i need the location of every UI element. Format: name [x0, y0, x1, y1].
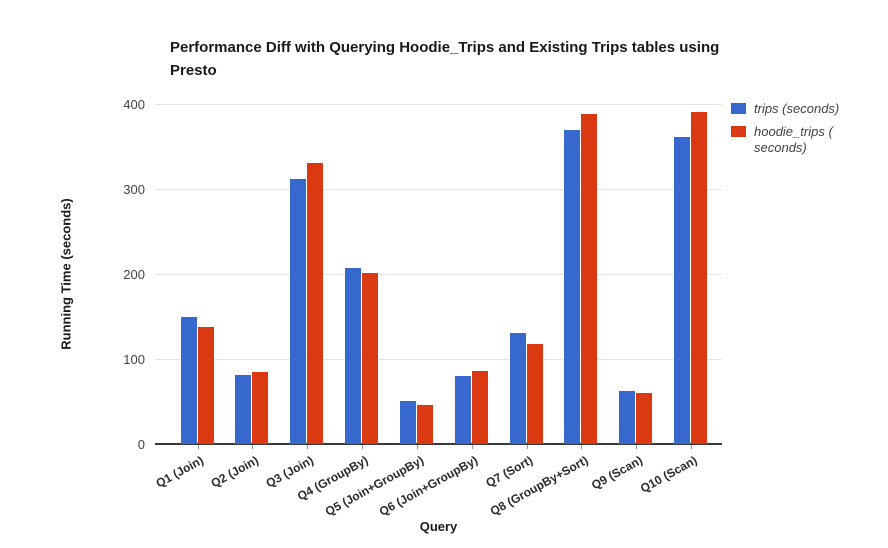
x-axis-line: [155, 443, 722, 445]
y-tick-label-100: 100: [123, 352, 145, 367]
gridline-100: [155, 358, 722, 360]
axis-tick-q6: [471, 445, 473, 449]
axis-tick-q5: [416, 445, 418, 449]
axis-tick-q10: [691, 445, 693, 449]
bar-hoodie_trips-q4[interactable]: [362, 273, 379, 444]
axis-tick-q1: [197, 445, 199, 449]
bar-trips-q10[interactable]: [674, 137, 691, 444]
bar-trips-q2[interactable]: [235, 375, 252, 444]
legend-swatch-hoodie_trips: [731, 126, 746, 137]
bar-trips-q7[interactable]: [509, 332, 526, 444]
bar-hoodie_trips-q9[interactable]: [636, 393, 653, 444]
axis-tick-q2: [252, 445, 254, 449]
bar-hoodie_trips-q5[interactable]: [416, 404, 433, 444]
legend-item-hoodie_trips[interactable]: hoodie_trips (seconds): [731, 124, 881, 156]
gridline-400: [155, 103, 722, 105]
legend-label-hoodie_trips: hoodie_trips (seconds): [754, 124, 833, 155]
y-axis-title: Running Time (seconds): [58, 198, 74, 350]
x-axis-title: Query: [419, 519, 458, 534]
x-tick-label-q2: Q2 (Join): [208, 453, 262, 491]
bar-hoodie_trips-q8[interactable]: [581, 114, 598, 444]
bar-trips-q4[interactable]: [345, 268, 362, 444]
x-tick-label-q5: Q5 (Join+GroupBy): [322, 453, 426, 519]
bar-trips-q9[interactable]: [619, 391, 636, 444]
bar-hoodie_trips-q10[interactable]: [691, 111, 708, 444]
bar-trips-q5[interactable]: [399, 400, 416, 444]
legend-swatch-trips: [731, 103, 746, 114]
legend-label-trips: trips (seconds): [754, 101, 840, 116]
x-tick-label-q9: Q9 (Scan): [589, 453, 646, 493]
axis-tick-q3: [307, 445, 309, 449]
gridline-300: [155, 188, 722, 190]
axis-tick-q7: [526, 445, 528, 449]
bar-trips-q6[interactable]: [454, 376, 471, 444]
gridline-200: [155, 273, 722, 275]
axis-tick-q8: [581, 445, 583, 449]
bar-hoodie_trips-q7[interactable]: [526, 343, 543, 444]
bar-hoodie_trips-q2[interactable]: [252, 371, 269, 444]
legend-item-trips[interactable]: trips (seconds): [731, 101, 881, 117]
x-tick-label-q6: Q6 (Join+GroupBy): [377, 453, 481, 519]
x-tick-label-q1: Q1 (Join): [154, 453, 207, 491]
legend: trips (seconds) hoodie_trips (seconds): [731, 101, 881, 163]
plot-area: 0 100 200 300 400 Q1 (Join) Q2 (Join) Q3 (Join)…: [123, 97, 722, 519]
y-tick-label-400: 400: [123, 97, 145, 112]
bar-hoodie_trips-q1[interactable]: [197, 326, 214, 444]
bar-trips-q8[interactable]: [564, 130, 581, 444]
bar-hoodie_trips-q6[interactable]: [471, 370, 488, 444]
axis-tick-q9: [636, 445, 638, 449]
y-tick-label-200: 200: [123, 267, 145, 282]
bar-hoodie_trips-q3[interactable]: [307, 162, 324, 444]
y-tick-label-0: 0: [137, 437, 145, 452]
axis-tick-q4: [362, 445, 364, 449]
x-tick-label-q10: Q10 (Scan): [638, 453, 700, 496]
x-tick-label-q8: Q8 (GroupBy+Sort): [487, 453, 591, 519]
bar-trips-q1[interactable]: [180, 316, 197, 444]
bar-trips-q3[interactable]: [290, 178, 307, 444]
chart-title: Performance Diff with Querying Hoodie_Tr…: [170, 39, 720, 79]
y-tick-label-300: 300: [123, 182, 145, 197]
